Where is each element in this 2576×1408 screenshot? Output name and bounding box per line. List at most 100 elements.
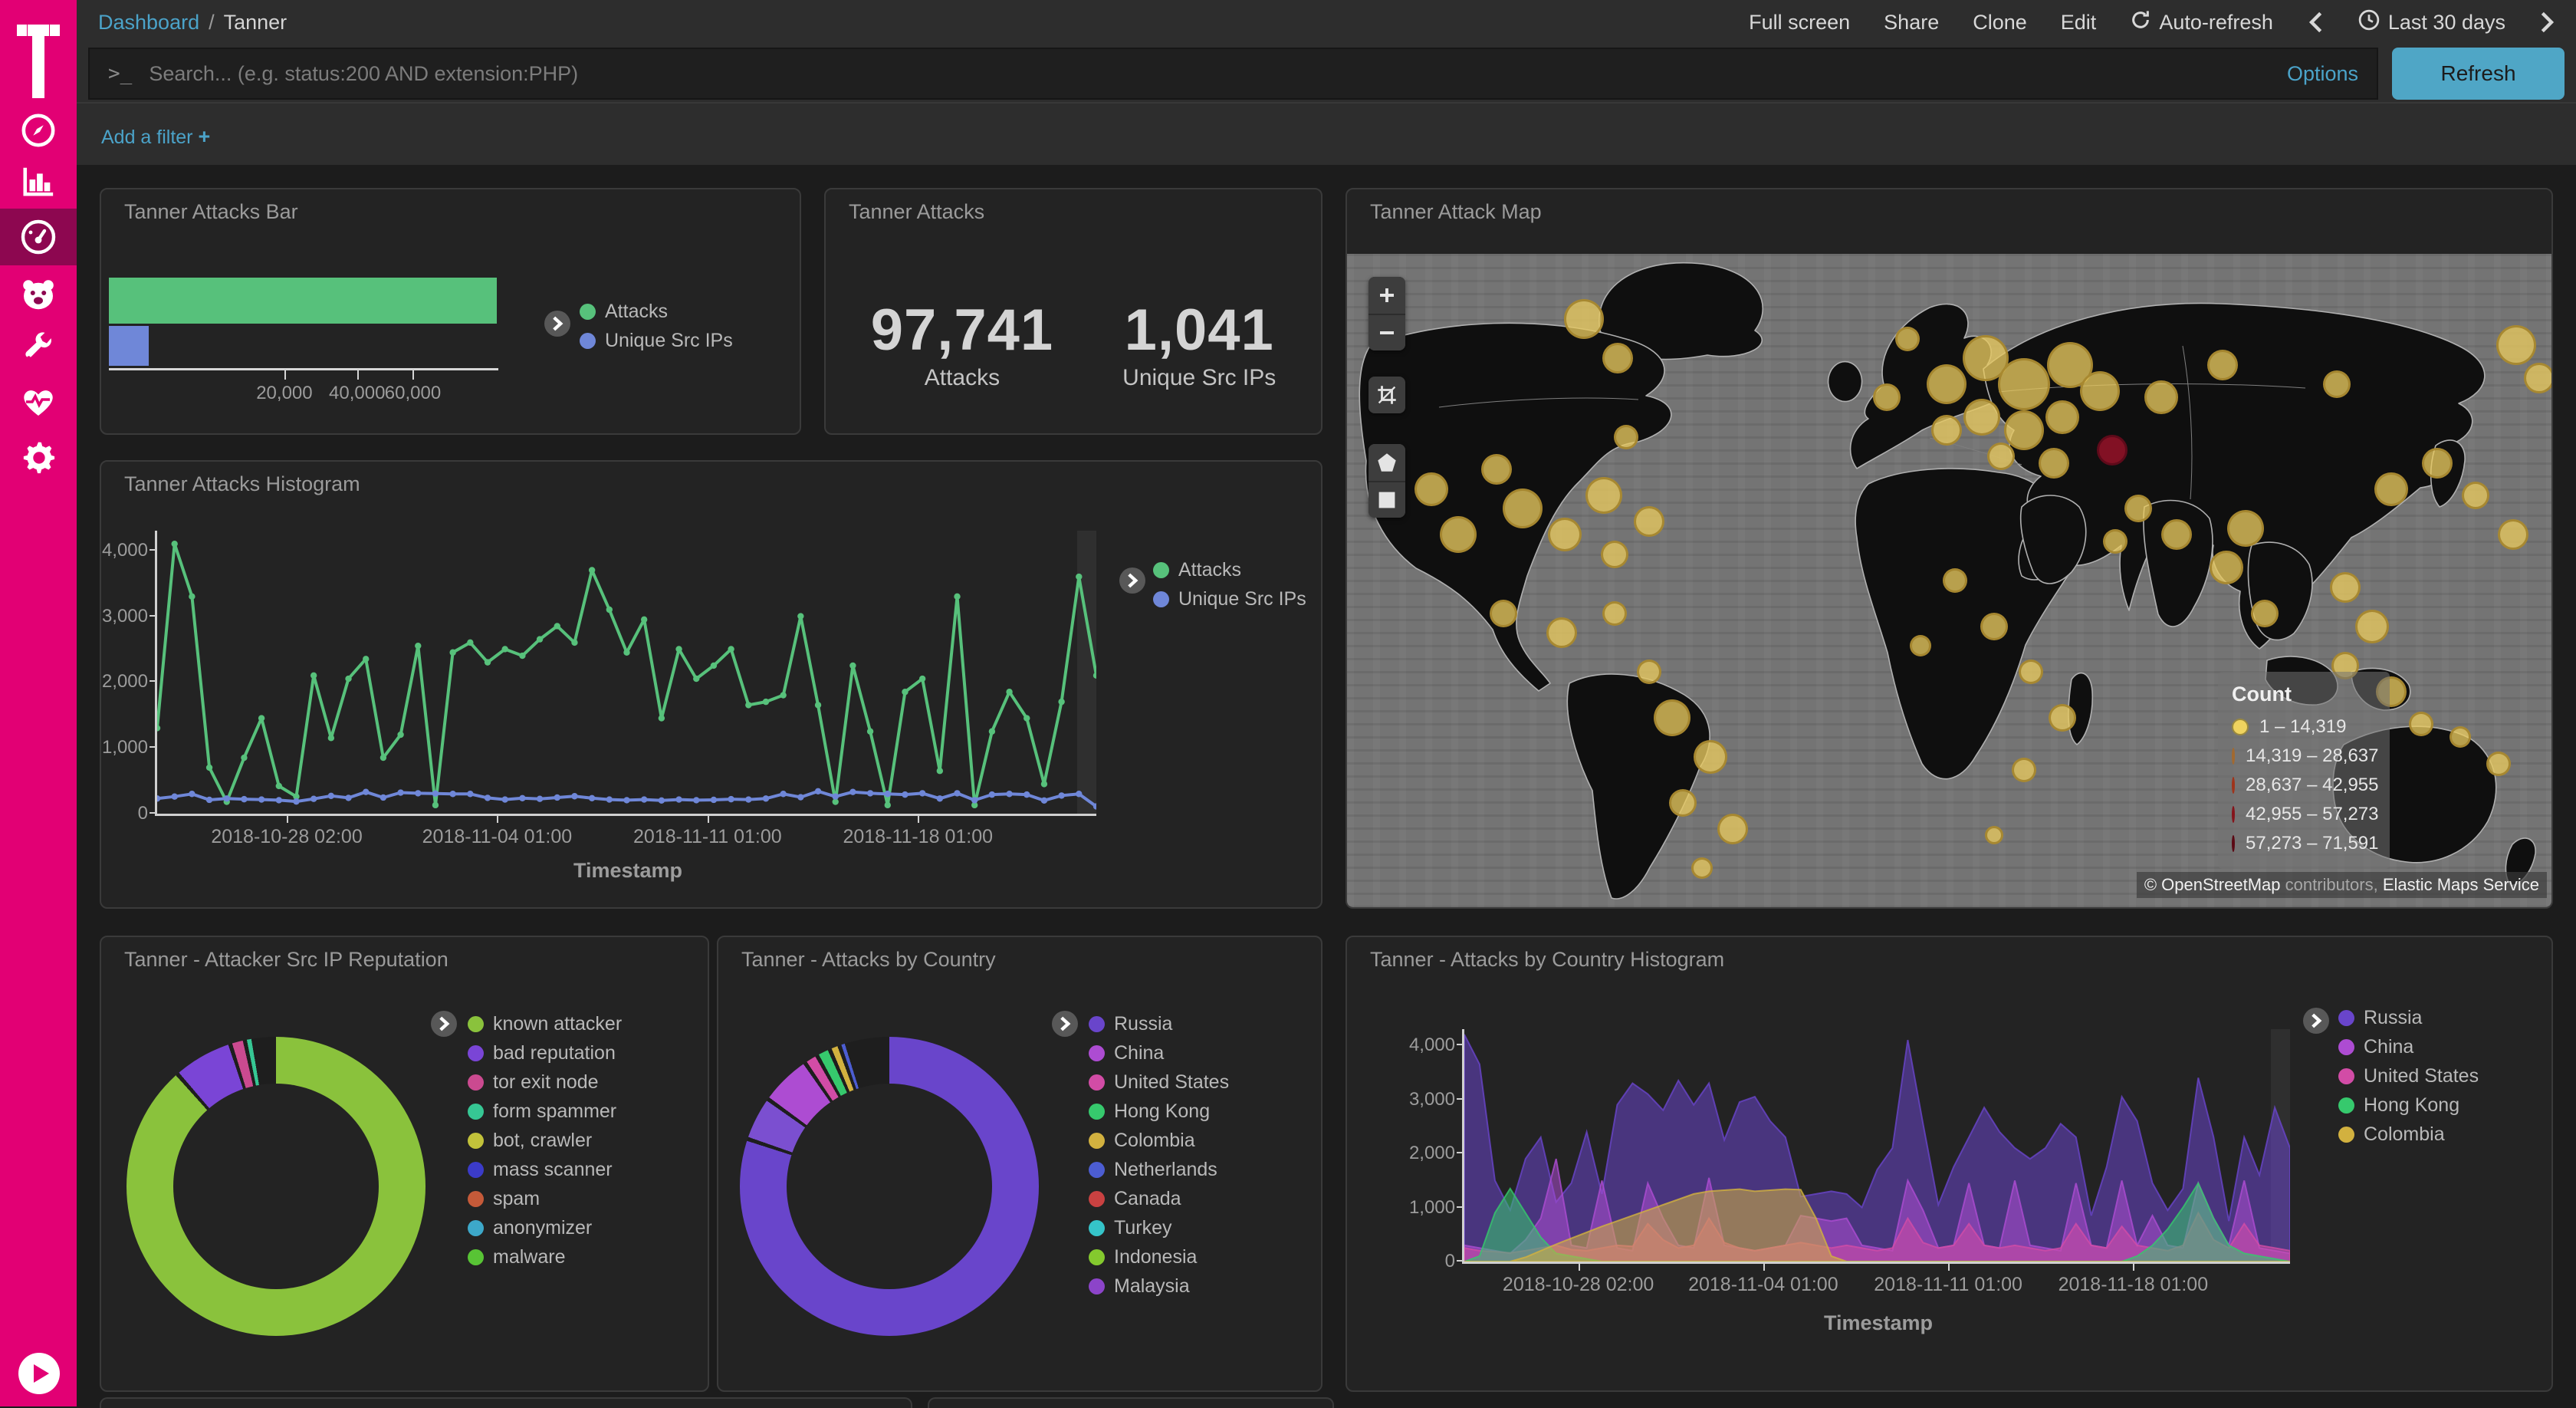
share-button[interactable]: Share (1884, 10, 1940, 34)
draw-rectangle-button[interactable] (1368, 481, 1405, 518)
donut-chart[interactable] (740, 1037, 1039, 1336)
legend-item[interactable]: bot, crawler (468, 1126, 592, 1155)
legend-item[interactable]: anonymizer (468, 1213, 592, 1242)
sidebar-item-discover[interactable] (0, 103, 77, 158)
attack-bubble[interactable] (2049, 703, 2077, 732)
attack-bubble[interactable] (1637, 660, 1662, 685)
attack-bubble-high[interactable] (2096, 434, 2128, 465)
legend-toggle-button[interactable] (1052, 1011, 1078, 1037)
telekom-logo[interactable] (17, 14, 60, 98)
attack-bubble[interactable] (2449, 726, 2471, 748)
legend-item[interactable]: United States (1089, 1068, 1229, 1097)
bar-chart[interactable] (109, 278, 498, 368)
legend-item[interactable]: 42,955 – 57,273 (2232, 800, 2379, 829)
clone-button[interactable]: Clone (1973, 10, 2027, 34)
legend-item[interactable]: Turkey (1089, 1213, 1171, 1242)
attack-bubble[interactable] (2079, 370, 2120, 411)
attack-bubble[interactable] (1872, 383, 1901, 412)
legend-item[interactable]: Colombia (2338, 1120, 2445, 1149)
attack-bubble[interactable] (2251, 599, 2279, 627)
legend-item[interactable]: Hong Kong (1089, 1097, 1210, 1126)
attack-bubble[interactable] (2497, 519, 2528, 551)
attack-bubble[interactable] (1963, 399, 2000, 436)
zoom-in-button[interactable] (1368, 277, 1405, 314)
attack-bubble[interactable] (2330, 571, 2361, 603)
attack-bubble[interactable] (2124, 495, 2153, 523)
attack-bubble[interactable] (2462, 482, 2490, 510)
legend-toggle-button[interactable] (1119, 567, 1145, 594)
search-options-link[interactable]: Options (2286, 61, 2358, 85)
legend-item[interactable]: Unique Src IPs (580, 326, 733, 355)
attack-bubble[interactable] (2524, 362, 2551, 393)
attack-bubble[interactable] (2207, 349, 2239, 380)
elastic-maps-link[interactable]: Elastic Maps Service (2382, 875, 2539, 894)
sidebar-item-dashboard[interactable] (0, 209, 77, 265)
legend-item[interactable]: Russia (2338, 1003, 2422, 1032)
legend-item[interactable]: Hong Kong (2338, 1091, 2459, 1120)
attack-bubble[interactable] (1414, 472, 1448, 506)
legend-toggle-button[interactable] (2303, 1008, 2329, 1034)
legend-toggle-button[interactable] (544, 311, 570, 337)
legend-item[interactable]: 1 – 14,319 (2232, 712, 2376, 742)
attack-bubble[interactable] (2409, 712, 2434, 737)
attack-bubble[interactable] (2486, 751, 2511, 776)
legend-item[interactable]: Attacks (1153, 555, 1241, 584)
attack-bubble[interactable] (1894, 326, 1920, 351)
sidebar-item-monitoring[interactable] (0, 374, 77, 429)
attack-bubble[interactable] (1927, 364, 1967, 405)
attack-bubble[interactable] (1669, 788, 1697, 817)
attack-bubble[interactable] (1654, 699, 1691, 736)
attack-bubble[interactable] (2421, 447, 2453, 479)
attack-bubble[interactable] (1546, 617, 1577, 649)
attack-bubble[interactable] (2209, 550, 2243, 584)
attack-bubble[interactable] (1503, 489, 1543, 529)
legend-item[interactable]: form spammer (468, 1097, 616, 1126)
attack-bubble[interactable] (2323, 370, 2351, 399)
full-screen-button[interactable]: Full screen (1749, 10, 1851, 34)
sidebar-item-visualize[interactable] (0, 153, 77, 209)
legend-item[interactable]: United States (2338, 1061, 2479, 1091)
attack-bubble[interactable] (2496, 325, 2537, 366)
attack-bubble[interactable] (1943, 568, 1968, 593)
legend-item[interactable]: Canada (1089, 1184, 1181, 1213)
attack-bubble[interactable] (1717, 813, 1748, 844)
time-back-button[interactable] (2307, 11, 2324, 34)
attack-bubble[interactable] (1600, 540, 1628, 568)
legend-item[interactable]: tor exit node (468, 1068, 599, 1097)
legend-item[interactable]: China (1089, 1038, 1164, 1068)
sidebar-item-devtools[interactable] (0, 321, 77, 376)
legend-item[interactable]: Colombia (1089, 1126, 1195, 1155)
legend-item[interactable]: Unique Src IPs (1153, 584, 1306, 614)
attack-bubble[interactable] (1980, 612, 2008, 640)
attack-bubble[interactable] (1564, 299, 1605, 340)
bar-Attacks[interactable] (109, 278, 497, 324)
attack-bubble[interactable] (2039, 447, 2070, 479)
add-filter-link[interactable]: Add a filter + (101, 125, 211, 148)
attack-bubble[interactable] (1909, 635, 1931, 657)
fit-bounds-button[interactable] (1368, 377, 1405, 413)
zoom-out-button[interactable] (1368, 314, 1405, 350)
attack-bubble[interactable] (1490, 599, 1518, 627)
attack-bubble[interactable] (2374, 472, 2409, 506)
legend-item[interactable]: Indonesia (1089, 1242, 1197, 1271)
attack-bubble[interactable] (2144, 380, 2178, 415)
draw-polygon-button[interactable] (1368, 444, 1405, 481)
legend-item[interactable]: 57,273 – 71,591 (2232, 829, 2379, 858)
line-chart[interactable]: Timestamp 0 1,000 2,000 3,000 4,000 2018-10-2… (102, 531, 1096, 882)
time-range-picker[interactable]: Last 30 days (2358, 8, 2505, 37)
legend-item[interactable]: China (2338, 1032, 2413, 1061)
legend-item[interactable]: malware (468, 1242, 565, 1271)
legend-item[interactable]: mass scanner (468, 1155, 613, 1184)
attack-bubble[interactable] (1984, 826, 2003, 845)
search-input[interactable] (149, 61, 2272, 86)
attack-bubble[interactable] (1634, 506, 1665, 538)
sidebar-item-bear[interactable] (0, 267, 77, 322)
attack-bubble[interactable] (1931, 415, 1963, 446)
area-chart[interactable]: Timestamp 0 1,000 2,000 3,000 4,000 2018-10-2… (1409, 1029, 2290, 1334)
attack-bubble[interactable] (2103, 528, 2128, 554)
edit-button[interactable]: Edit (2060, 10, 2097, 34)
attack-bubble[interactable] (1548, 518, 1582, 552)
attack-bubble[interactable] (1614, 424, 1639, 449)
legend-item[interactable]: Attacks (580, 297, 668, 326)
legend-item[interactable]: 14,319 – 28,637 (2232, 742, 2379, 771)
